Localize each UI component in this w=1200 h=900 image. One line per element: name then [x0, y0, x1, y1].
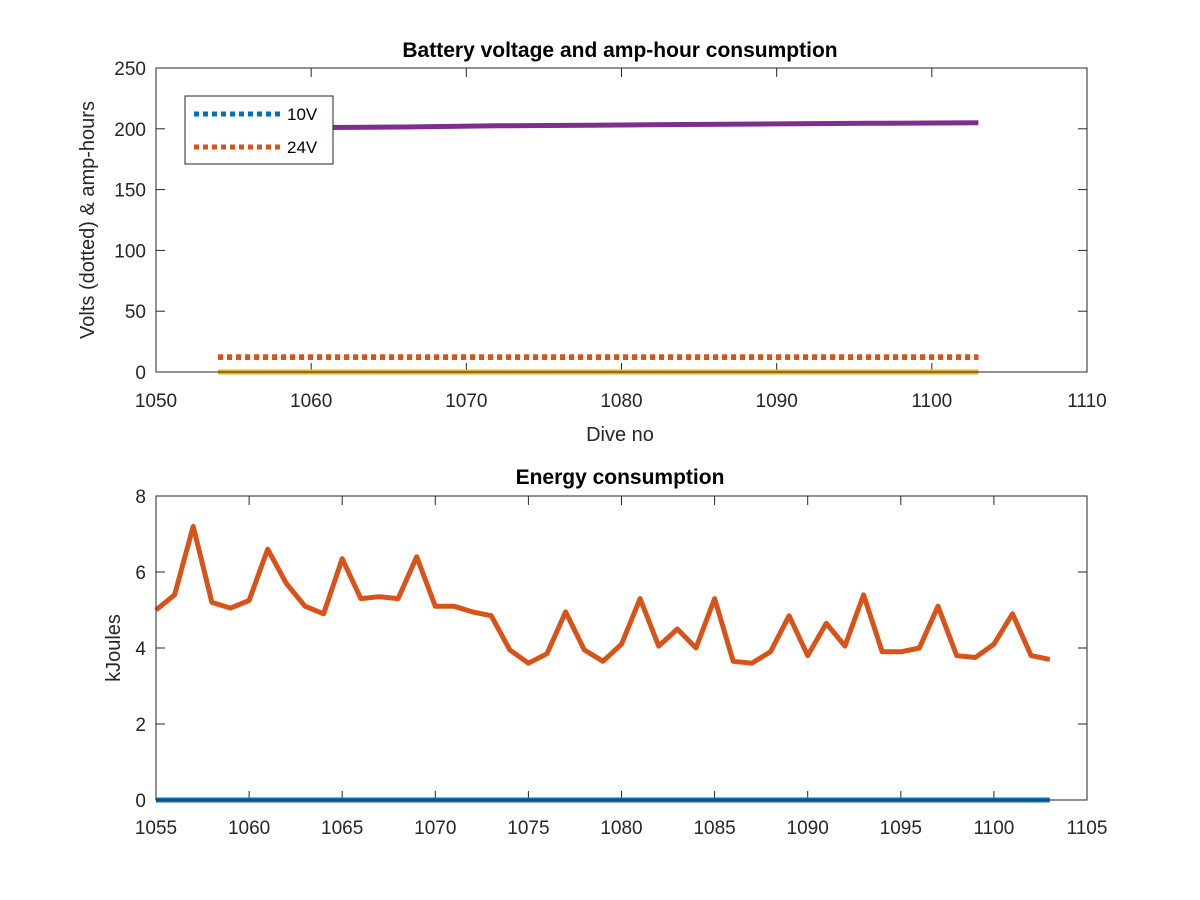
x-tick-label: 1080 — [600, 818, 642, 839]
series-lines — [154, 523, 1051, 803]
x-tick-label: 1055 — [135, 818, 177, 839]
x-tick-label: 1090 — [787, 818, 829, 839]
x-tick-label: 1090 — [756, 391, 798, 412]
x-tick-label: 1070 — [414, 818, 456, 839]
y-tick-label: 150 — [114, 181, 146, 202]
y-axis-label: Volts (dotted) & amp-hours — [77, 101, 99, 339]
x-tick-label: 1080 — [600, 391, 642, 412]
y-tick-label: 0 — [135, 791, 146, 812]
voltage-amphour-chart: Battery voltage and amp-hour consumption… — [77, 39, 1107, 446]
legend-entry-24v: 24V — [287, 138, 318, 157]
x-tick-label: 1060 — [290, 391, 332, 412]
y-tick-label: 2 — [135, 715, 146, 736]
x-tick-label: 1085 — [693, 818, 735, 839]
series-line-4 — [218, 120, 979, 131]
y-tick-label: 4 — [135, 639, 146, 660]
x-tick-label: 1075 — [507, 818, 549, 839]
y-tick-label: 6 — [135, 563, 146, 584]
y-tick-label: 50 — [125, 302, 146, 323]
chart-title: Battery voltage and amp-hour consumption — [402, 39, 837, 62]
x-tick-label: 1100 — [973, 818, 1014, 839]
plot-frame — [155, 495, 1088, 801]
x-tick-label: 1050 — [135, 391, 177, 412]
y-tick-label: 0 — [135, 363, 146, 384]
plot-frame — [155, 67, 1088, 373]
legend-entry-10v: 10V — [287, 105, 318, 124]
y-tick-label: 200 — [114, 120, 146, 141]
x-tick-label: 1100 — [911, 391, 952, 412]
y-tick-label: 100 — [114, 241, 146, 262]
x-tick-label: 1105 — [1067, 818, 1108, 839]
x-tick-label: 1110 — [1067, 391, 1106, 412]
x-tick-label: 1065 — [321, 818, 363, 839]
x-tick-label: 1095 — [880, 818, 922, 839]
x-tick-label: 1060 — [228, 818, 270, 839]
series-line-2 — [154, 523, 1051, 666]
y-tick-labels: 0 50 100 150 200 250 — [114, 59, 1087, 384]
x-tick-labels: 1055 1060 1065 1070 1075 1080 1085 1090 1095 1100… — [135, 496, 1108, 839]
energy-chart: Energy consumption kJoules 1055 1060 1065 1… — [103, 466, 1107, 839]
legend-box — [184, 95, 334, 165]
y-axis-label: kJoules — [103, 614, 125, 682]
y-tick-label: 8 — [135, 487, 146, 508]
legend: 10V 24V — [184, 95, 334, 165]
chart-title: Energy consumption — [516, 466, 725, 489]
y-tick-labels: 0 2 4 6 8 — [135, 487, 1087, 812]
x-tick-label: 1070 — [445, 391, 487, 412]
y-tick-label: 250 — [114, 59, 146, 80]
x-axis-label: Dive no — [586, 424, 654, 446]
